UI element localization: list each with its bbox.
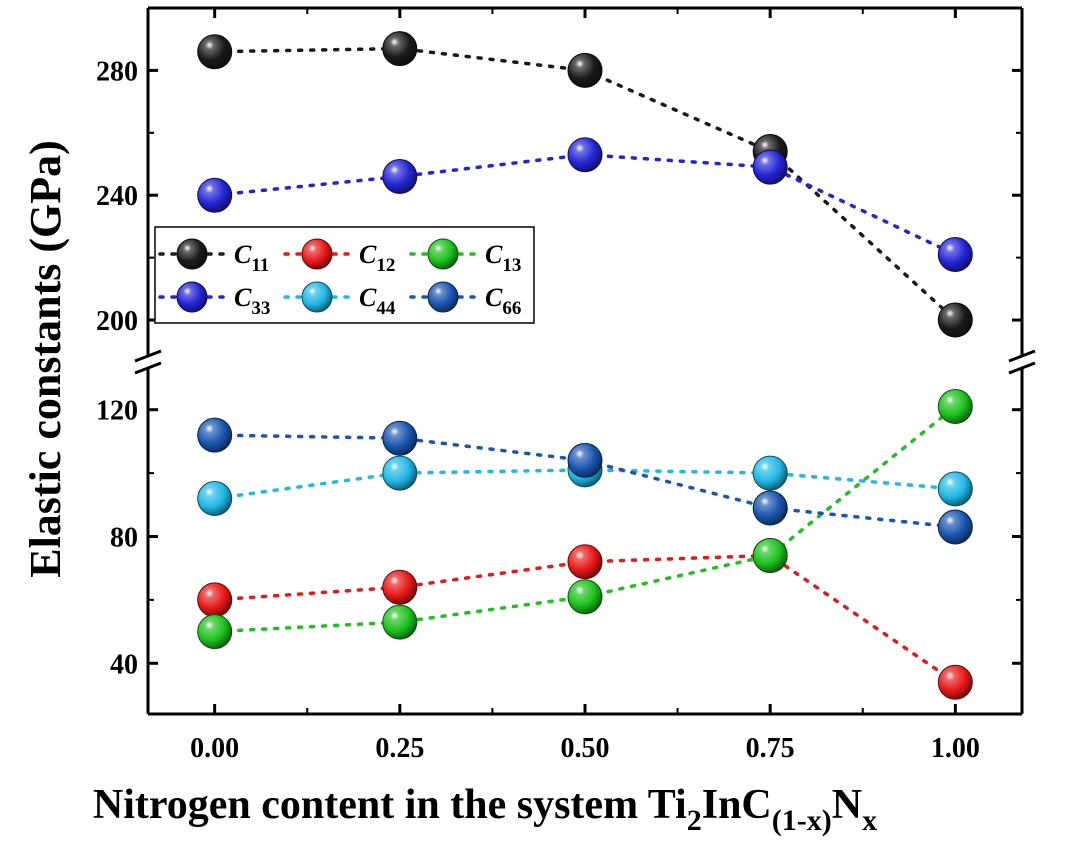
legend-marker-c12 [301, 238, 333, 270]
point-c44 [752, 455, 788, 491]
y-tick-label: 280 [96, 56, 138, 87]
point-c11 [567, 52, 603, 88]
point-c44 [197, 481, 233, 516]
point-c11 [197, 34, 233, 70]
point-c66 [197, 417, 233, 453]
point-c33 [382, 159, 418, 194]
point-c12 [382, 569, 418, 605]
point-c33 [752, 149, 788, 185]
point-c33 [937, 237, 973, 272]
y-axis-title: Elastic constants (GPa) [21, 140, 70, 578]
legend-marker-c66 [427, 281, 459, 313]
point-c66 [752, 490, 788, 526]
point-c13 [382, 604, 418, 640]
legend-marker-c44 [301, 281, 333, 313]
x-axis-title: Nitrogen content in the system Ti2InC(1-… [93, 782, 877, 837]
point-c13 [937, 389, 973, 424]
point-c11 [382, 31, 418, 67]
x-tick-label: 0.25 [375, 733, 424, 764]
axis-ticks: 0.00 0.25 0.50 0.75 1.00 200 240 280 40 80 120 [96, 8, 1022, 764]
legend-box [154, 226, 535, 324]
x-tick-label: 0.75 [746, 733, 795, 764]
y-tick-label: 120 [96, 396, 138, 427]
point-c66 [937, 509, 973, 545]
point-c12 [937, 664, 973, 700]
point-c33 [567, 137, 603, 173]
x-tick-label: 0.00 [190, 733, 239, 764]
point-c13 [197, 614, 233, 650]
point-c33 [197, 177, 233, 213]
point-c44 [937, 471, 973, 507]
y-tick-label: 240 [96, 181, 138, 212]
series-points [197, 31, 973, 700]
point-c44 [382, 455, 418, 491]
x-tick-label: 1.00 [931, 733, 980, 764]
legend-marker-c13 [427, 238, 459, 270]
point-c13 [567, 579, 603, 615]
y-tick-label: 200 [96, 306, 138, 337]
point-c66 [382, 420, 418, 456]
y-tick-label: 80 [110, 522, 138, 553]
point-c12 [197, 582, 233, 618]
y-tick-label: 40 [110, 649, 138, 680]
legend-marker-c11 [176, 238, 208, 270]
point-c13 [752, 538, 788, 573]
point-c11 [937, 302, 973, 338]
x-tick-label: 0.50 [561, 733, 610, 764]
legend-marker-c33 [176, 281, 208, 313]
point-c66 [567, 442, 603, 478]
point-c12 [567, 544, 603, 580]
